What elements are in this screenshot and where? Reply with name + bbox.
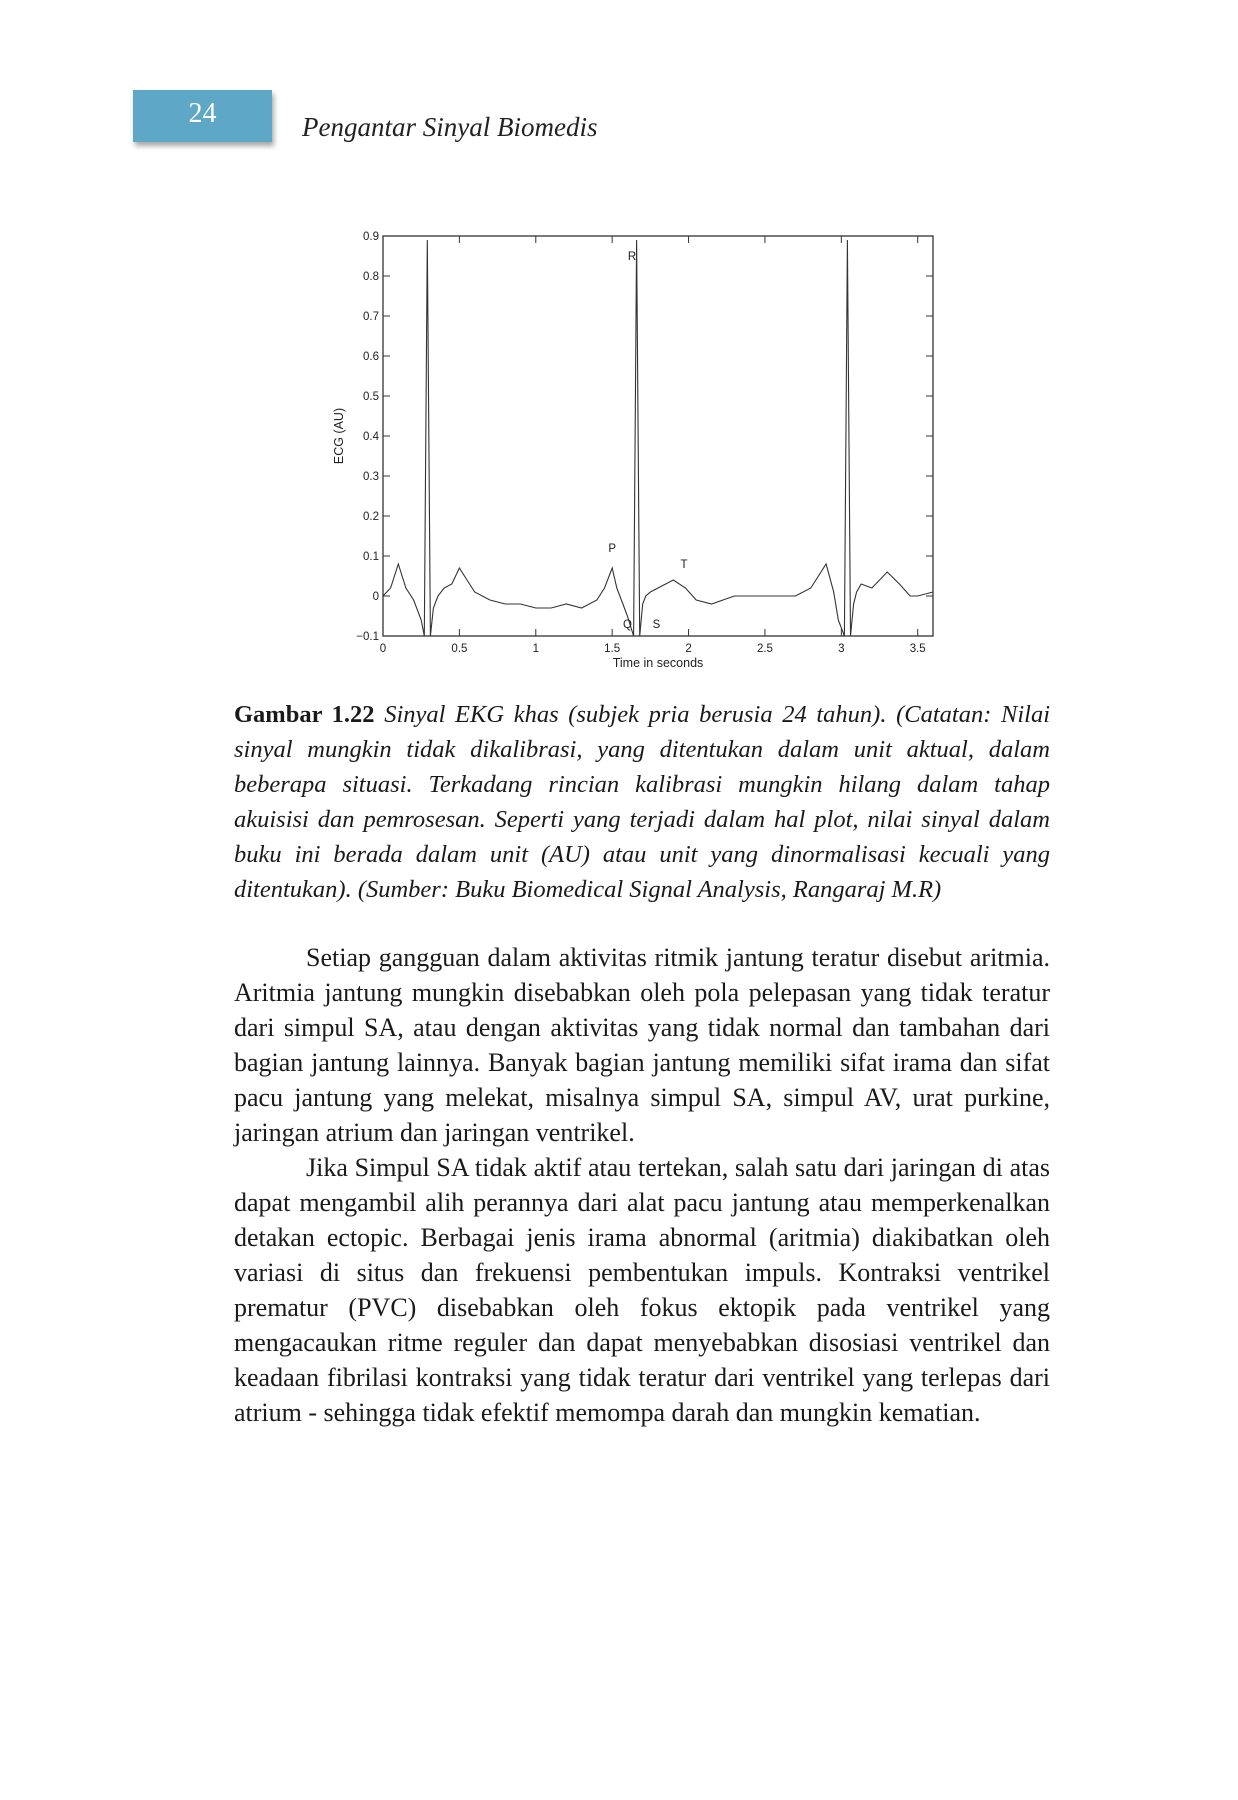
figure-caption: Gambar 1.22 Sinyal EKG khas (subjek pria… [234, 697, 1050, 907]
y-tick-label: 0.5 [363, 391, 379, 403]
paragraph-2: Jika Simpul SA tidak aktif atau tertekan… [234, 1153, 1050, 1427]
running-header-title: Pengantar Sinyal Biomedis [302, 112, 598, 142]
ecg-series-line [382, 239, 934, 637]
plot-frame [382, 235, 934, 637]
annotation-s: S [653, 619, 661, 631]
wave-annotations: R P T Q S [608, 251, 687, 631]
y-tick-label: 0 [373, 591, 379, 603]
annotation-r: R [628, 251, 636, 263]
y-tick-label: 0.6 [363, 351, 379, 363]
y-tick-label: 0.8 [363, 271, 379, 283]
y-tick-label: −0.1 [356, 631, 379, 643]
caption-text: Sinyal EKG khas (subjek pria berusia 24 … [234, 701, 1051, 903]
y-tick-label: 0.3 [363, 471, 379, 483]
y-tick-label: 0.9 [363, 231, 379, 243]
x-tick-label: 1 [533, 643, 539, 655]
body-text: Setiap gangguan dalam aktivitas ritmik j… [234, 940, 1050, 1430]
x-tick-label: 3.5 [910, 643, 926, 655]
x-axis-ticks: 0 0.5 1 1.5 2 2.5 3 3.5 [380, 236, 926, 655]
ecg-chart: −0.100.10.20.30.40.50.60.70.80.9 0 0.5 1 1.… [332, 231, 934, 670]
y-tick-label: 0.1 [363, 551, 379, 563]
page-number: 24 [188, 98, 217, 129]
x-tick-label: 0.5 [451, 643, 467, 655]
paragraph-1: Setiap gangguan dalam aktivitas ritmik j… [234, 943, 1050, 1147]
y-axis-ticks: −0.1 0 0.1 0.2 0.3 0.4 0.5 0.6 0.7 0.8 0.9 [356, 231, 933, 643]
y-axis-label: ECG (AU) [332, 408, 346, 464]
y-tick-label: 0.4 [363, 431, 380, 443]
x-axis-label: Time in seconds [613, 656, 704, 670]
x-tick-label: 2.5 [757, 643, 773, 655]
y-tick-label: 0.7 [363, 311, 379, 323]
annotation-q: Q [623, 619, 632, 631]
page-number-box: 24 [133, 90, 272, 142]
caption-label: Gambar 1.22 [234, 701, 375, 728]
x-tick-label: 2 [685, 643, 691, 655]
annotation-t: T [680, 559, 687, 571]
x-tick-label: 3 [838, 643, 844, 655]
y-tick-label: 0.2 [363, 511, 379, 523]
x-tick-label: 0 [380, 643, 386, 655]
x-tick-label: 1.5 [604, 643, 620, 655]
annotation-p: P [608, 543, 616, 555]
